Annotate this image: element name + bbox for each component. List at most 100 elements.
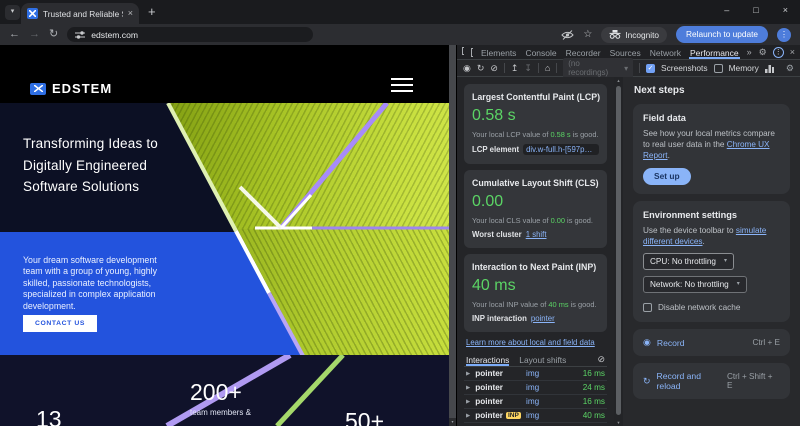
lcp-value: 0.58 s (472, 107, 516, 124)
expander-icon[interactable]: ▶ (466, 412, 471, 419)
stats-section: 13 200+ team members & 50+ (0, 355, 449, 426)
expander-icon[interactable]: ▶ (466, 384, 471, 391)
network-throttling-select[interactable]: Network: No throttling ▾ (643, 276, 747, 293)
interaction-row[interactable]: ▶ pointer img 24 ms (464, 381, 607, 395)
contact-us-button[interactable]: CONTACT US (23, 315, 98, 332)
lcp-title: Largest Contentful Paint (LCP) (472, 92, 601, 102)
bookmark-star-icon[interactable]: ☆ (583, 28, 593, 40)
stat-value: 50+ (345, 408, 385, 426)
lcp-description: Your local LCP value of 0.58 s is good. (472, 130, 599, 139)
minimize-button[interactable]: – (724, 5, 730, 15)
tab-close-icon[interactable]: × (127, 8, 133, 18)
maximize-button[interactable]: □ (753, 5, 759, 15)
site-logo[interactable]: EDSTEM (30, 81, 112, 96)
forward-icon[interactable]: → (29, 28, 40, 40)
scroll-down-arrow[interactable]: ▼ (616, 420, 621, 425)
inspect-icon[interactable] (462, 46, 464, 58)
interaction-target-link[interactable]: img (526, 411, 540, 420)
interaction-target-link[interactable]: img (526, 369, 540, 378)
cls-cluster-row: Worst cluster 1 shift (472, 230, 599, 239)
inp-interaction-label: INP interaction (472, 314, 527, 323)
close-button[interactable]: × (782, 5, 788, 15)
clear-icon[interactable]: ⊘ (490, 62, 498, 73)
chevron-down-icon: ▾ (736, 281, 740, 287)
recordings-dropdown[interactable]: (no recordings) ▾ (563, 58, 634, 78)
record-reload-icon[interactable]: ↻ (476, 62, 485, 73)
tab-layout-shifts[interactable]: Layout shifts (519, 354, 567, 365)
site-favicon-icon (27, 8, 38, 19)
load-profile-icon[interactable]: ↥ (510, 62, 519, 73)
record-button[interactable]: ◉ Record Ctrl + E (633, 329, 790, 356)
lcp-card: Largest Contentful Paint (LCP) 0.58 s Yo… (464, 84, 607, 164)
tab-console[interactable]: Console (525, 47, 557, 58)
interaction-target-link[interactable]: img (526, 383, 540, 392)
memory-label: Memory (728, 63, 759, 73)
live-metrics-home-icon[interactable]: ⌂ (544, 63, 551, 73)
browser-menu-icon[interactable]: ⋮ (777, 27, 791, 42)
panel-settings-icon[interactable]: ⚙ (785, 62, 794, 73)
stat-value: 200+ (190, 379, 242, 405)
tab-network[interactable]: Network (649, 47, 681, 58)
tab-interactions[interactable]: Interactions (466, 355, 510, 365)
new-tab-button[interactable]: + (148, 4, 156, 19)
scrollbar-down-arrow[interactable]: ▾ (449, 418, 456, 426)
scroll-up-arrow[interactable]: ▲ (616, 78, 621, 83)
screenshots-label: Screenshots (661, 63, 708, 73)
tab-elements[interactable]: Elements (481, 47, 517, 58)
devtools-menu-icon[interactable]: ⋮ (772, 46, 784, 58)
tab-performance[interactable]: Performance (689, 47, 739, 58)
devtools-settings-icon[interactable]: ⚙ (758, 46, 767, 57)
crux-report-link[interactable]: Chrome UX Report (643, 140, 770, 160)
intro-paragraph: Your dream software development team wit… (23, 255, 157, 311)
cls-cluster-link[interactable]: 1 shift (525, 230, 547, 239)
learn-more-link[interactable]: Learn more about local and field data (466, 338, 595, 347)
devtools-scrollbar[interactable]: ▲ ▼ (614, 77, 623, 426)
tab-sources[interactable]: Sources (609, 47, 641, 58)
device-toolbar-link[interactable]: simulate different devices (643, 226, 767, 246)
divider (537, 63, 539, 73)
stat-label: team members & (190, 408, 251, 417)
page-scrollbar[interactable]: ▾ (449, 45, 456, 426)
save-profile-icon[interactable]: ↧ (524, 62, 532, 73)
stats-chart-icon[interactable] (764, 64, 774, 73)
interaction-row[interactable]: ▶ pointer INP img 40 ms (464, 409, 607, 423)
next-steps-heading: Next steps (634, 85, 685, 96)
hamburger-menu-icon[interactable] (391, 78, 413, 92)
interaction-target-link[interactable]: img (526, 397, 540, 406)
inp-description: Your local INP value of 40 ms is good. (472, 300, 597, 309)
eye-off-icon[interactable] (561, 29, 575, 40)
webpage-viewport: EDSTEM Transforming Ideas to Digitally E… (0, 45, 449, 426)
expander-icon[interactable]: ▶ (466, 370, 471, 377)
scrollbar-thumb[interactable] (616, 86, 621, 415)
divider (639, 63, 640, 73)
back-icon[interactable]: ← (9, 28, 20, 40)
local-metrics-column: Largest Contentful Paint (LCP) 0.58 s Yo… (457, 77, 614, 426)
relaunch-update-button[interactable]: Relaunch to update (676, 26, 768, 43)
incognito-badge: Incognito (601, 26, 668, 43)
clear-interactions-icon[interactable]: ⊘ (597, 354, 605, 364)
inp-interaction-link[interactable]: pointer (530, 314, 555, 323)
address-bar[interactable]: edstem.com (67, 27, 314, 42)
device-toolbar-icon[interactable] (471, 47, 473, 57)
site-settings-icon[interactable] (75, 30, 86, 40)
screenshots-checkbox[interactable]: ✓ (646, 63, 655, 73)
interaction-row[interactable]: ▶ pointer img 16 ms (464, 395, 607, 409)
disable-cache-checkbox[interactable] (643, 303, 652, 312)
cpu-throttling-select[interactable]: CPU: No throttling ▾ (643, 253, 734, 270)
devtools-close-icon[interactable]: × (789, 46, 795, 57)
browser-tab[interactable]: Trusted and Reliable Software S × (21, 3, 139, 24)
divider (556, 63, 558, 73)
record-icon[interactable]: ◉ (463, 62, 471, 73)
lcp-element-link[interactable]: div.w-full.h-[597px].md:h-[47… (523, 144, 599, 155)
memory-checkbox[interactable] (713, 63, 723, 73)
incognito-label: Incognito (625, 29, 660, 40)
tab-search-button[interactable]: ▾ (5, 5, 20, 20)
expander-icon[interactable]: ▶ (466, 398, 471, 405)
hero-heading-line: Transforming Ideas to (23, 136, 159, 151)
more-tabs-icon[interactable]: » (746, 46, 752, 57)
reload-icon[interactable]: ↻ (49, 28, 59, 40)
set-up-button[interactable]: Set up (643, 168, 691, 185)
tab-recorder[interactable]: Recorder (565, 47, 601, 58)
record-and-reload-button[interactable]: ↻ Record and reload Ctrl + Shift + E (633, 363, 790, 399)
interaction-row[interactable]: ▶ pointer img 16 ms (464, 367, 607, 381)
